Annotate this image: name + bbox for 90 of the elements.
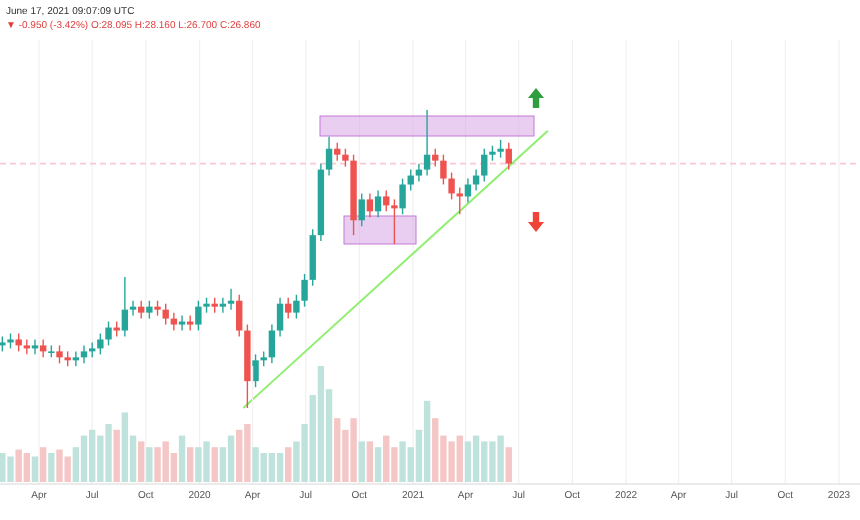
candlestick <box>407 168 414 192</box>
bar <box>456 435 463 482</box>
candlestick <box>129 300 137 317</box>
bar <box>464 441 472 482</box>
candlestick <box>301 273 308 308</box>
bar <box>64 456 71 482</box>
candlestick <box>170 311 178 332</box>
candlestick <box>383 189 390 213</box>
candlestick <box>366 192 374 218</box>
bar <box>105 424 112 482</box>
bar <box>80 435 88 482</box>
bar <box>0 453 6 482</box>
bar <box>244 424 251 482</box>
candlestick <box>162 303 169 326</box>
candlestick <box>505 142 512 171</box>
bar <box>423 400 431 482</box>
candlestick <box>195 300 202 332</box>
bar <box>154 447 161 482</box>
bar <box>227 435 235 482</box>
bar <box>23 453 31 482</box>
bar <box>187 447 194 482</box>
candlestick <box>39 338 47 359</box>
candlestick <box>423 109 431 177</box>
bar <box>481 441 488 482</box>
bar <box>15 449 22 482</box>
bar <box>285 447 292 482</box>
bar <box>358 441 365 482</box>
bar <box>195 447 202 482</box>
candlestick <box>227 288 235 311</box>
bar <box>236 429 243 482</box>
bar <box>350 418 357 482</box>
candlestick <box>88 341 96 359</box>
candlestick <box>309 228 316 287</box>
candlestick <box>481 148 488 183</box>
bar <box>432 418 439 482</box>
bar <box>162 441 169 482</box>
bar <box>146 447 153 482</box>
candlestick <box>97 332 104 356</box>
candlestick <box>358 192 365 227</box>
bar <box>472 435 480 482</box>
bar <box>260 453 267 482</box>
candlestick <box>252 353 259 388</box>
candlestick <box>219 297 227 314</box>
bar <box>211 447 218 482</box>
bar <box>39 447 47 482</box>
candlestick <box>31 338 39 356</box>
bar <box>252 447 259 482</box>
bar <box>489 441 496 482</box>
candlestick <box>276 297 284 338</box>
bar <box>88 429 96 482</box>
bar <box>56 449 63 482</box>
candlestick <box>374 189 382 218</box>
bar <box>178 435 186 482</box>
candlestick <box>391 198 398 245</box>
bar <box>48 453 55 482</box>
candlestick <box>285 297 292 320</box>
candlestick <box>268 323 276 364</box>
bar <box>399 441 406 482</box>
candlestick <box>137 300 145 320</box>
candlestick <box>293 294 300 320</box>
bar <box>505 447 512 482</box>
bar <box>121 412 129 482</box>
bar <box>383 435 390 482</box>
bar <box>268 453 276 482</box>
candlestick <box>325 136 333 177</box>
bar <box>113 429 120 482</box>
bar <box>374 447 382 482</box>
bar <box>448 441 455 482</box>
bar <box>31 456 39 482</box>
candlestick <box>236 294 243 338</box>
bar <box>317 366 325 482</box>
bar <box>137 441 145 482</box>
candlestick <box>121 276 129 338</box>
candlestick <box>105 320 112 347</box>
bar <box>203 441 210 482</box>
candlestick <box>456 186 463 215</box>
candlestick <box>440 154 447 186</box>
candlestick <box>23 338 31 356</box>
candlestick <box>399 177 406 215</box>
candlestick <box>178 314 186 332</box>
candlestick <box>448 171 455 201</box>
bar <box>7 456 14 482</box>
bar <box>366 441 374 482</box>
bar <box>276 453 284 482</box>
bar <box>497 435 504 482</box>
candlestick <box>72 350 80 367</box>
candlestick <box>80 344 88 364</box>
candlestick <box>472 168 480 192</box>
candlestick <box>415 162 423 183</box>
bar <box>334 418 341 482</box>
